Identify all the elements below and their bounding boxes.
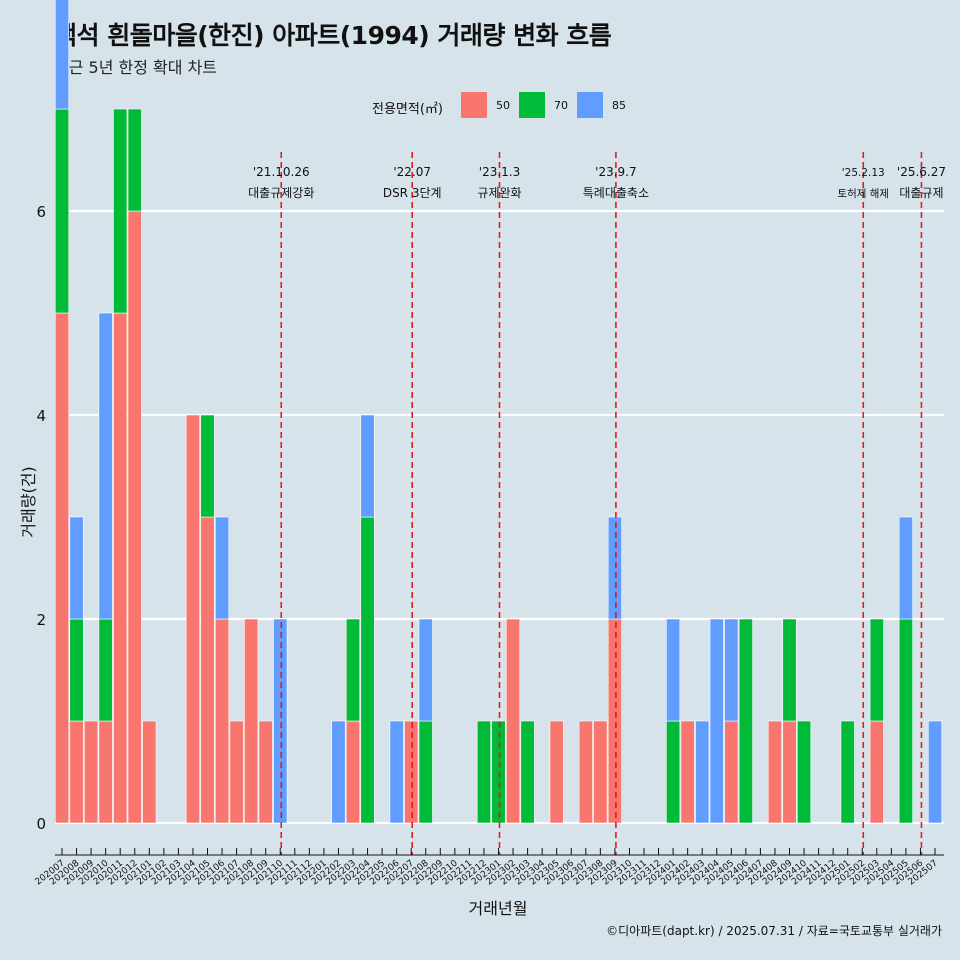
bar-50-202105: [200, 516, 215, 824]
x-axis-label: 거래년월: [469, 899, 528, 918]
bar-85-202505: [898, 516, 913, 620]
bar-85-202401: [666, 618, 681, 722]
bar-50-202308: [593, 720, 608, 824]
bar-50-202007: [54, 312, 70, 824]
event-date-label: '22.07: [393, 165, 431, 179]
bar-70-202401: [666, 720, 681, 824]
bar-50-202302: [505, 618, 521, 824]
y-tick-label: 6: [36, 203, 46, 221]
chart-subtitle: 최근 5년 한정 확대 차트: [54, 58, 218, 77]
bar-50-202402: [680, 720, 695, 824]
bar-70-202012: [127, 108, 142, 212]
bar-85-202010: [98, 312, 113, 620]
bar-70-202007: [54, 108, 70, 314]
bar-50-202009: [84, 720, 99, 824]
bar-85-202110: [273, 618, 288, 824]
event-annotations: '21.10.26 대출규제강화 '22.07 DSR 3단계 '23.1.3 규제완화 '…: [248, 165, 946, 200]
y-axis: 0 2 4 6: [36, 203, 46, 833]
bar-70-202208: [418, 720, 433, 824]
bar-85-202403: [695, 720, 710, 824]
bar-50-202104: [185, 414, 200, 824]
bar-70-202505: [898, 618, 913, 824]
event-date-label: '23.9.7: [595, 165, 636, 179]
event-name-label: 대출규제: [899, 186, 943, 200]
event-name-label: 특례대출축소: [583, 186, 649, 200]
bar-50-202012: [127, 210, 142, 824]
event-date-label: '25.2.13: [842, 167, 885, 179]
event-date-label: '23.1.3: [479, 165, 520, 179]
bar-70-202008: [69, 618, 84, 722]
legend-label-50: 50: [496, 99, 510, 112]
bar-85-202206: [389, 720, 404, 824]
event-name-label: 규제완화: [477, 186, 521, 200]
bar-85-202309: [607, 516, 622, 620]
y-axis-label: 거래량(건): [19, 466, 38, 537]
bar-85-202507: [927, 720, 943, 824]
x-axis: 2020072020082020092020102020112020122021…: [34, 848, 944, 888]
bar-70-202410: [796, 720, 812, 824]
bar-50-202109: [258, 720, 273, 824]
y-tick-label: 2: [36, 611, 46, 629]
bar-70-202406: [738, 618, 753, 824]
legend-key-85: [577, 92, 603, 118]
bar-50-202409: [782, 720, 797, 824]
bar-50-202408: [767, 720, 783, 824]
bar-70-202212: [476, 720, 492, 824]
bar-50-202405: [724, 720, 739, 824]
bar-50-202011: [113, 312, 128, 824]
event-date-label: '21.10.26: [253, 165, 310, 179]
bar-50-202108: [244, 618, 259, 824]
bar-70-202011: [113, 108, 128, 314]
y-tick-label: 0: [36, 815, 46, 833]
bar-70-202105: [200, 414, 215, 518]
bar-50-202008: [69, 720, 84, 824]
legend-label-70: 70: [554, 99, 568, 112]
chart-title: 백석 흰돌마을(한진) 아파트(1994) 거래량 변화 흐름: [54, 21, 612, 50]
event-date-label: '25.6.27: [897, 165, 946, 179]
event-name-label: 대출규제강화: [248, 186, 314, 200]
bar-85-202202: [331, 720, 346, 824]
bar-70-202303: [520, 720, 535, 824]
event-name-label: 토허제 해제: [837, 187, 889, 200]
bar-85-202208: [418, 618, 433, 722]
bar-50-202503: [869, 720, 884, 824]
bar-85-202008: [69, 516, 84, 620]
bar-70-202501: [840, 720, 855, 824]
bar-85-202007: [54, 0, 70, 110]
legend-title: 전용면적(㎡): [372, 102, 443, 117]
bar-50-202207: [404, 720, 419, 824]
bar-50-202305: [549, 720, 564, 824]
bar-70-202301: [491, 720, 506, 824]
bar-50-202107: [229, 720, 244, 824]
bar-85-202204: [360, 414, 375, 518]
source-caption: ©디아파트(dapt.kr) / 2025.07.31 / 자료=국토교통부 실…: [606, 924, 942, 938]
bar-50-202106: [215, 618, 230, 824]
legend-label-85: 85: [612, 99, 626, 112]
bar-70-202203: [345, 618, 361, 722]
legend: 전용면적(㎡) 50 70 85: [0, 92, 960, 122]
event-name-label: DSR 3단계: [383, 186, 442, 200]
bar-85-202405: [724, 618, 739, 722]
bar-50-202309: [607, 618, 622, 824]
bar-50-202203: [345, 720, 361, 824]
bar-70-202503: [869, 618, 884, 722]
bar-50-202010: [98, 720, 113, 824]
event-lines: [280, 152, 923, 855]
bar-50-202307: [578, 720, 593, 824]
legend-key-70: [519, 92, 545, 118]
bar-70-202010: [98, 618, 113, 722]
bar-85-202106: [215, 516, 230, 620]
bar-50-202101: [142, 720, 157, 824]
y-tick-label: 4: [36, 407, 46, 425]
bars: [54, 0, 943, 824]
bar-85-202404: [709, 618, 724, 824]
legend-key-50: [461, 92, 487, 118]
bar-70-202204: [360, 516, 375, 824]
bar-70-202409: [782, 618, 797, 722]
